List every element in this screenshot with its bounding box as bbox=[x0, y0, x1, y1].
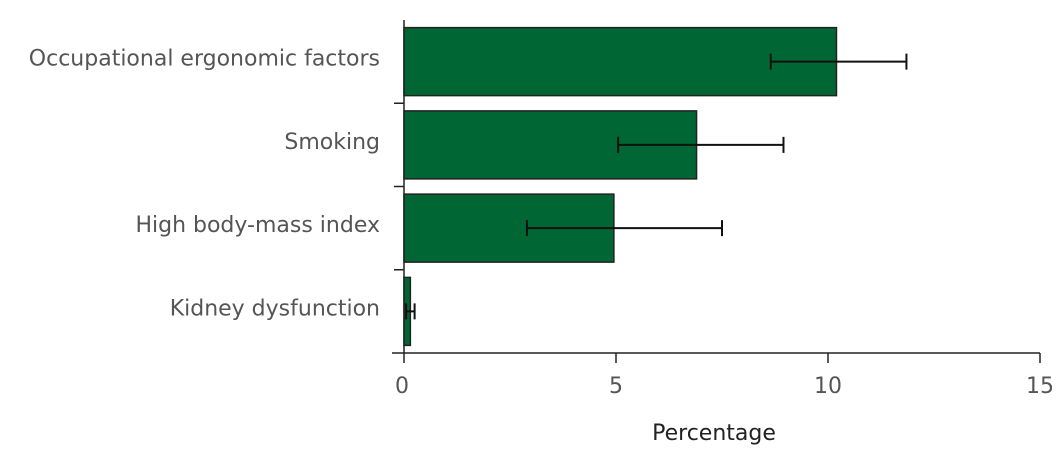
bar-0 bbox=[403, 26, 838, 97]
x-tick-label-3: 15 bbox=[1026, 374, 1054, 399]
x-tick-label-0: 0 bbox=[395, 374, 409, 399]
labels-layer: Occupational ergonomic factors Smoking Hig… bbox=[29, 47, 1054, 399]
category-label-1: Smoking bbox=[284, 130, 380, 155]
category-label-2: High body-mass index bbox=[135, 213, 380, 238]
axes-layer bbox=[392, 20, 1041, 363]
x-axis-title: Percentage bbox=[652, 421, 776, 446]
category-label-0: Occupational ergonomic factors bbox=[29, 47, 380, 72]
category-label-3: Kidney dysfunction bbox=[170, 296, 380, 321]
bars-layer bbox=[403, 26, 908, 347]
x-tick-label-1: 5 bbox=[609, 374, 623, 399]
x-tick-label-2: 10 bbox=[814, 374, 842, 399]
